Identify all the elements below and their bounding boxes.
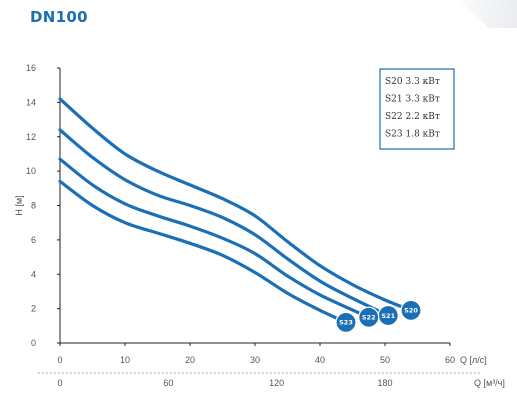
x-tick-label: 10: [120, 355, 130, 365]
y-axis-title: H [м]: [14, 195, 24, 215]
x2-tick-label: 180: [377, 378, 392, 388]
legend-entry: S22 2.2 кВт: [385, 112, 440, 122]
badge-label: S22: [362, 314, 376, 322]
curve-s20: [58, 97, 413, 312]
legend-entry: S23 1.8 кВт: [385, 130, 440, 140]
x2-tick-label: 0: [57, 378, 62, 388]
axes-layer: 0 2 4 6 8 10 12 14 16 0 10 20 30 40 50 60 Q [л/с] H [м] 0 6…: [14, 63, 505, 388]
y-tick-label: 0: [31, 338, 36, 348]
y-tick-label: 6: [31, 235, 36, 245]
y-tick-label: 8: [31, 201, 36, 211]
badge-s20: [400, 299, 422, 321]
legend-entry: S21 3.3 кВт: [385, 95, 440, 105]
x2-axis-title: Q [м³/ч]: [474, 378, 505, 388]
badge-label: S23: [339, 319, 353, 327]
curve-s22: [58, 157, 371, 319]
y-tick-label: 4: [31, 269, 36, 279]
curves-layer: [58, 97, 413, 324]
badges-layer: S20 S21 S22 S23: [335, 299, 422, 333]
curve-s23: [58, 179, 348, 324]
badge-label: S20: [404, 307, 418, 315]
y-tick-label: 2: [31, 304, 36, 314]
y-tick-label: 10: [26, 166, 36, 176]
badge-label: S21: [381, 312, 395, 320]
x-axis-title: Q [л/с]: [460, 355, 487, 365]
x-tick-label: 0: [57, 355, 62, 365]
badge-s23: [335, 311, 357, 333]
x2-tick-label: 60: [163, 378, 173, 388]
chart-title: DN100: [30, 8, 88, 26]
badge-s22: [358, 306, 380, 328]
y-tick-label: 14: [26, 97, 36, 107]
y-tick-label: 16: [26, 63, 36, 73]
y-tick-label: 12: [26, 132, 36, 142]
x2-tick-label: 120: [269, 378, 284, 388]
legend-entry: S20 3.3 кВт: [385, 77, 440, 87]
curve-s21: [58, 128, 390, 318]
x-tick-label: 60: [445, 355, 455, 365]
x-tick-label: 20: [185, 355, 195, 365]
x-tick-label: 40: [315, 355, 325, 365]
x-tick-label: 30: [250, 355, 260, 365]
x-tick-label: 50: [380, 355, 390, 365]
legend: S20 3.3 кВт S21 3.3 кВт S22 2.2 кВт S23 1.8…: [379, 68, 455, 150]
legend-box: [379, 68, 455, 150]
